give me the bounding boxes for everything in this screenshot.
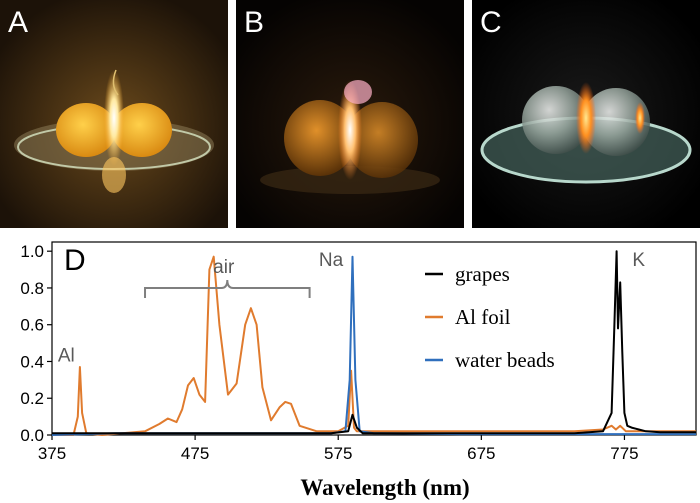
x-tick-label: 775: [610, 444, 638, 463]
x-tick-label: 575: [324, 444, 352, 463]
spectrum-chart: 0.0 0.2 0.4 0.6 0.8 1.0 375 475 575 675 775 Al air N…: [20, 241, 697, 500]
water-beads-photo-illustration: [472, 0, 700, 228]
annotation-al: Al: [58, 345, 75, 366]
series-line-al-foil: [52, 255, 696, 436]
legend-label-grapes: grapes: [455, 262, 510, 286]
axes: 0.0 0.2 0.4 0.6 0.8 1.0 375 475 575 675 775: [20, 241, 697, 463]
plot-frame: [51, 241, 697, 436]
panel-label-a: A: [8, 6, 29, 39]
series-lines: [51, 250, 696, 436]
x-tick-label: 475: [181, 444, 209, 463]
x-tick-label: 375: [38, 444, 66, 463]
y-tick-label: 0.8: [20, 279, 44, 298]
annotation-na: Na: [319, 250, 344, 271]
photo-panel-c: C: [472, 0, 700, 228]
panel-label-c: C: [480, 6, 502, 39]
annotation-air: air: [213, 257, 235, 278]
y-tick-label: 0.4: [20, 352, 44, 371]
legend-label-al-foil: Al foil: [455, 305, 511, 329]
x-tick-label: 675: [467, 444, 495, 463]
photo-panel-a: A: [0, 0, 228, 228]
x-axis-label: Wavelength (nm): [300, 475, 469, 500]
air-bracket: [144, 279, 311, 298]
legend-label-water-beads: water beads: [455, 348, 555, 372]
series-line-water-beads: [51, 255, 696, 436]
panel-label-b: B: [244, 6, 265, 39]
series-line-grapes: [52, 250, 696, 435]
panel-label-d: D: [64, 244, 86, 277]
y-tick-label: 0.6: [20, 316, 44, 335]
annotation-k: K: [632, 250, 645, 271]
grapes-photo-illustration: [0, 0, 228, 228]
y-tick-label: 0.0: [20, 426, 44, 445]
y-tick-label: 0.2: [20, 389, 44, 408]
al-foil-photo-illustration: [236, 0, 464, 228]
annotations: Al air Na K: [58, 250, 646, 367]
y-tick-label: 1.0: [20, 242, 44, 261]
photo-panel-b: B: [236, 0, 464, 228]
legend: grapes Al foil water beads: [425, 262, 555, 372]
